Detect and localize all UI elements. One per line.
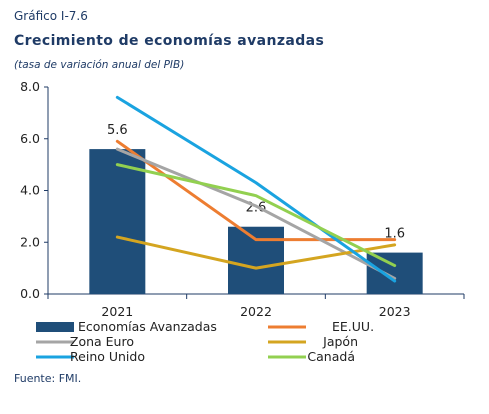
legend-label-reino-unido: Reino Unido — [70, 349, 145, 364]
legend-label-zona-euro: Zona Euro — [70, 334, 134, 349]
legend-swatch-econom-as-avanzadas — [36, 322, 74, 332]
legend-label-econom-as-avanzadas: Economías Avanzadas — [78, 319, 217, 334]
x-tick-label: 2022 — [240, 304, 272, 319]
legend-label-jap-n: Japón — [322, 334, 358, 349]
source-note: Fuente: FMI. — [14, 372, 82, 385]
y-tick-label: 4.0 — [20, 183, 40, 198]
bar-economias-avanzadas — [366, 252, 423, 294]
line-zona-euro — [115, 147, 397, 280]
line-jap-n — [115, 235, 397, 270]
line-canad- — [115, 163, 397, 268]
y-tick-label: 6.0 — [20, 131, 40, 146]
legend-label-canad-: Canadá — [307, 349, 355, 364]
chart-title: Crecimiento de economías avanzadas — [14, 33, 325, 49]
line-reino-unido — [115, 95, 397, 283]
x-tick-label: 2023 — [379, 304, 411, 319]
bar-value-label: 5.6 — [107, 123, 128, 138]
bar-economias-avanzadas — [89, 149, 146, 294]
y-tick-label: 0.0 — [20, 286, 40, 301]
y-tick-label: 2.0 — [20, 234, 40, 249]
bar-value-label: 1.6 — [384, 227, 405, 242]
bar-economias-avanzadas — [228, 226, 284, 294]
y-tick-label: 8.0 — [20, 79, 40, 94]
x-tick-label: 2021 — [101, 304, 133, 319]
chart-subtitle: (tasa de variación anual del PIB) — [14, 59, 185, 71]
legend-label-ee-uu-: EE.UU. — [332, 319, 374, 334]
line-ee-uu- — [115, 139, 397, 242]
figure-label: Gráfico I-7.6 — [14, 9, 88, 23]
